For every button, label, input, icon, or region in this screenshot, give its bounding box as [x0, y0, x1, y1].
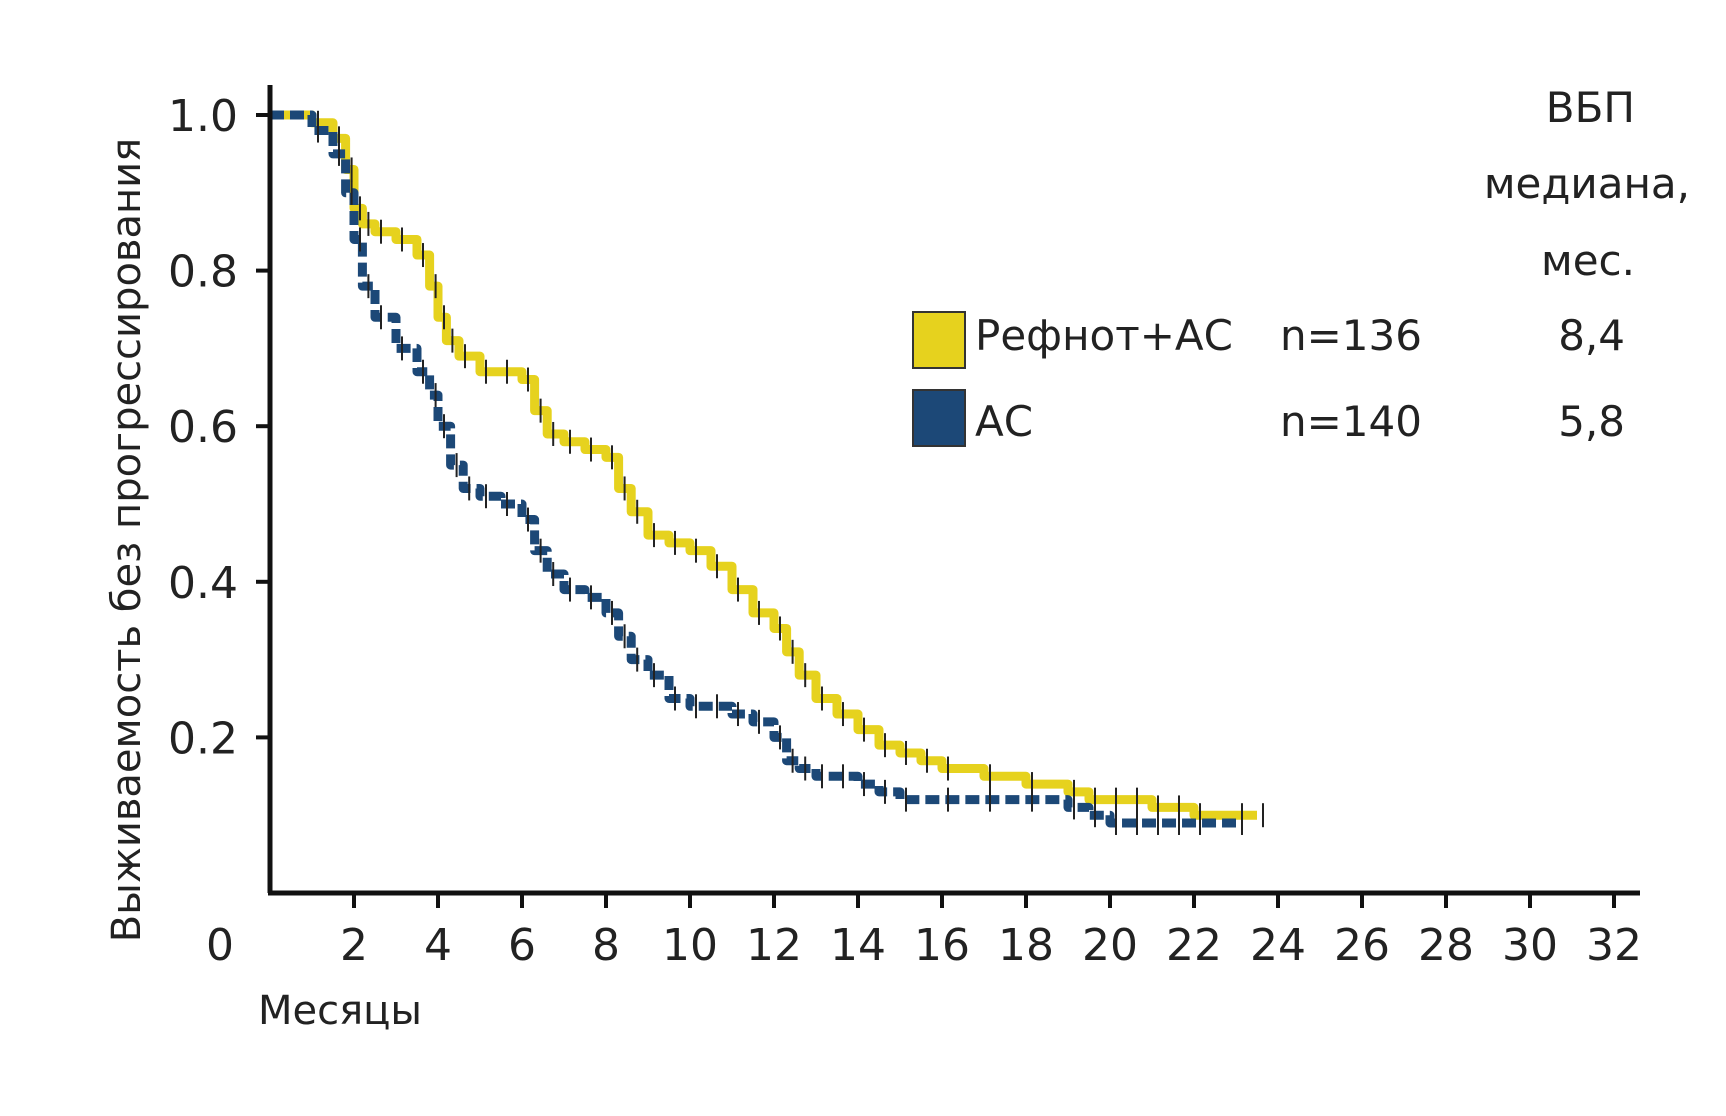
- series-line-refnot-ac: [270, 110, 1257, 820]
- series-line-ac: [270, 110, 1236, 828]
- legend: ВБП медиана, мес. Рефнот+АС n=136 8,4 АС…: [912, 83, 1690, 447]
- legend-swatch-refnot: [912, 311, 966, 369]
- legend-header-line-1: ВБП: [1546, 83, 1635, 132]
- x-tick-label: 18: [998, 920, 1054, 971]
- x-tick-label: 26: [1334, 920, 1390, 971]
- legend-median-refnot: 8,4: [1558, 311, 1625, 360]
- x-tick-label: 4: [424, 920, 452, 971]
- legend-swatch-ac: [912, 389, 966, 447]
- x-tick-label: 20: [1082, 920, 1138, 971]
- legend-name-ac: АС: [975, 397, 1033, 446]
- x-tick-label: 30: [1502, 920, 1558, 971]
- x-tick-label: 12: [746, 920, 802, 971]
- x-tick-label: 22: [1166, 920, 1222, 971]
- y-tick-label: 0.2: [168, 713, 238, 764]
- y-axis-title: Выживаемость без прогрессирования: [104, 138, 150, 942]
- legend-n-ac: n=140: [1280, 397, 1422, 446]
- x-tick-label: 28: [1418, 920, 1474, 971]
- x-tick-label: 2: [340, 920, 368, 971]
- x-tick-label: 6: [508, 920, 536, 971]
- legend-header-line-3: мес.: [1541, 236, 1635, 285]
- series-layer: [270, 110, 1264, 835]
- x-tick-label: 16: [914, 920, 970, 971]
- x-ticks: 0 2 4 6 8 10 12 14 16 18 20 22 24 26 28 30 32: [206, 893, 1642, 971]
- y-tick-label: 1.0: [168, 91, 238, 142]
- x-tick-label: 8: [592, 920, 620, 971]
- x-axis-title: Месяцы: [258, 988, 422, 1034]
- y-tick-label: 0.4: [168, 558, 238, 609]
- legend-name-refnot: Рефнот+АС: [975, 311, 1233, 360]
- legend-n-refnot: n=136: [1280, 311, 1422, 360]
- x-tick-label: 14: [830, 920, 886, 971]
- y-tick-label: 0.8: [168, 247, 238, 298]
- x-tick-label: 0: [206, 920, 234, 971]
- x-tick-label: 24: [1250, 920, 1306, 971]
- legend-median-ac: 5,8: [1558, 397, 1625, 446]
- x-tick-label: 32: [1586, 920, 1642, 971]
- legend-header-line-2: медиана,: [1484, 159, 1690, 208]
- y-tick-label: 0.6: [168, 402, 238, 453]
- x-tick-label: 10: [662, 920, 718, 971]
- y-ticks: 0.2 0.4 0.6 0.8 1.0: [168, 91, 270, 764]
